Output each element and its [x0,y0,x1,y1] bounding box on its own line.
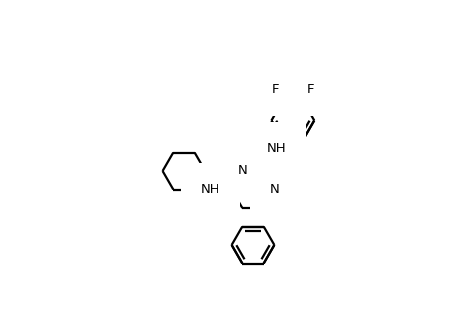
Text: NH: NH [267,142,287,155]
Text: F: F [307,83,314,96]
Text: NH: NH [201,183,220,196]
Text: F: F [272,83,279,96]
Text: N: N [237,165,247,177]
Text: N: N [270,183,279,196]
